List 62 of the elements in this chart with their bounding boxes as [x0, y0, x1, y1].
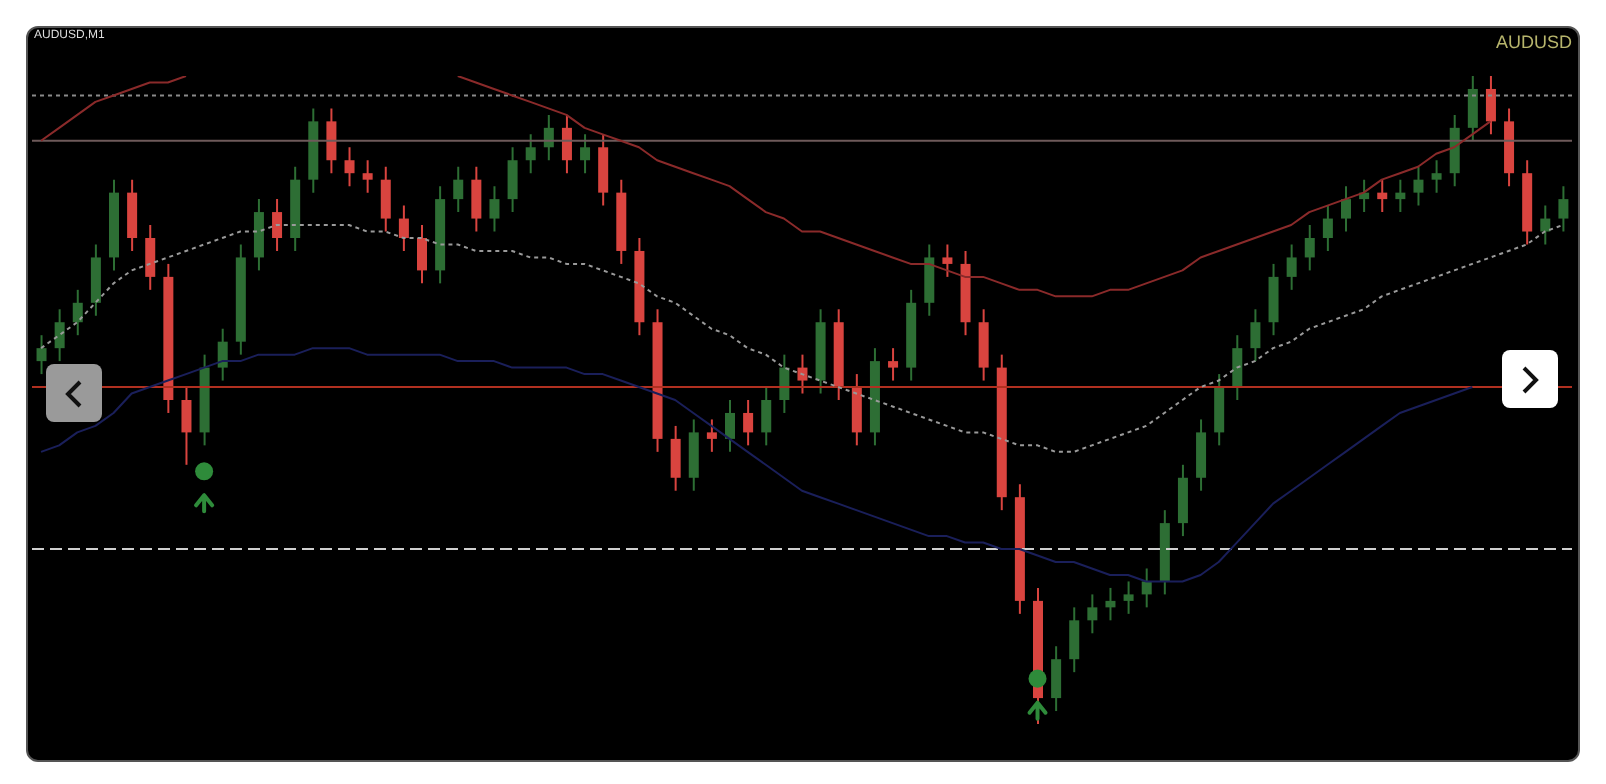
candlestick — [90, 243, 101, 317]
candlestick — [525, 133, 536, 175]
candlestick — [36, 334, 47, 376]
candlestick — [507, 146, 518, 214]
candlestick — [417, 224, 427, 285]
candlestick — [851, 373, 862, 447]
candlestick — [1268, 262, 1279, 337]
candlestick — [253, 198, 264, 272]
candlestick — [217, 327, 228, 382]
candlestick — [924, 243, 935, 317]
candlestick — [453, 165, 464, 214]
candlestick — [1196, 418, 1207, 492]
candlestick — [670, 424, 681, 492]
candlestick — [1141, 567, 1152, 609]
candlestick — [1250, 308, 1261, 363]
candlestick — [598, 133, 609, 207]
candlestick — [580, 133, 591, 175]
candlestick — [326, 107, 337, 175]
candlestick — [1413, 165, 1424, 207]
candlestick — [1558, 185, 1569, 233]
candlestick — [942, 243, 953, 278]
candlestick — [761, 386, 772, 447]
candlestick — [272, 198, 283, 252]
candlestick — [1485, 76, 1496, 136]
candlestick — [1123, 580, 1134, 615]
candlestick — [398, 204, 409, 252]
candlestick — [181, 386, 192, 466]
candlestick — [127, 178, 138, 252]
candlestick — [1087, 593, 1098, 635]
candlestick — [1304, 224, 1315, 272]
candlestick — [344, 146, 355, 188]
candlestick — [725, 399, 735, 453]
candlestick — [1069, 606, 1080, 674]
candlestick — [54, 308, 65, 363]
candlestick — [978, 308, 989, 382]
candlestick — [688, 418, 699, 492]
candlestick — [779, 353, 790, 414]
candlestick — [1431, 159, 1442, 194]
candlestick — [362, 159, 373, 194]
candlestick — [1395, 178, 1406, 214]
candlestick — [743, 399, 754, 447]
candlestick — [1341, 185, 1351, 233]
candlestick — [471, 165, 482, 233]
candlestick — [145, 224, 156, 291]
candlestick — [888, 347, 899, 382]
candlestick — [1467, 76, 1478, 142]
candlestick — [1177, 463, 1188, 538]
candlestick — [561, 113, 572, 175]
candlestick — [380, 165, 391, 233]
candlestick — [797, 353, 808, 395]
chart-title: AUDUSD — [1495, 32, 1572, 52]
candlestick — [1214, 373, 1225, 447]
candlestick — [1322, 204, 1333, 252]
candlestick — [1232, 334, 1243, 401]
candlestick — [1105, 586, 1116, 622]
candlestick — [72, 288, 83, 337]
candlestick — [1540, 204, 1551, 246]
candlestick — [1051, 645, 1062, 713]
candlestick — [706, 418, 717, 453]
candlestick — [1286, 243, 1297, 291]
candlestick — [489, 185, 500, 233]
candlestick — [1377, 178, 1388, 214]
